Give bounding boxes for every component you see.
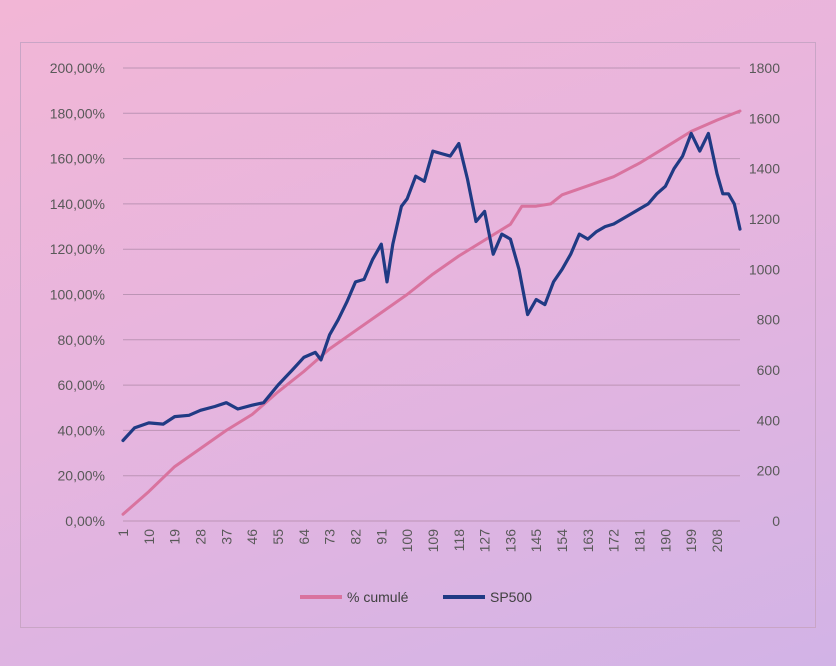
right-tick-label: 1000 (749, 261, 780, 277)
left-tick-label: 60,00% (58, 377, 105, 393)
x-tick-label: 19 (167, 529, 183, 545)
x-tick-label: 208 (709, 529, 725, 553)
x-tick-label: 109 (425, 529, 441, 553)
x-tick-label: 73 (322, 529, 338, 545)
left-tick-label: 180,00% (50, 105, 105, 121)
right-tick-label: 1200 (749, 211, 780, 227)
right-tick-label: 1400 (749, 161, 780, 177)
left-tick-label: 0,00% (65, 513, 105, 529)
series-line-cumule (121, 109, 742, 516)
series-layer (121, 109, 742, 516)
right-tick-label: 800 (757, 312, 781, 328)
x-tick-label: 1 (115, 529, 131, 537)
right-tick-label: 1600 (749, 110, 780, 126)
right-tick-label: 200 (757, 463, 781, 479)
x-tick-label: 127 (477, 529, 493, 553)
x-tick-label: 190 (657, 529, 673, 553)
series-line-sp500 (121, 131, 742, 443)
left-tick-label: 80,00% (58, 332, 105, 348)
right-tick-label: 400 (757, 412, 781, 428)
x-tick-label: 37 (218, 529, 234, 545)
legend: % cumulé SP500 (300, 589, 532, 605)
right-axis: 1800 1600 1400 1200 1000 800 600 400 200 0 (749, 60, 780, 529)
gridlines (123, 67, 740, 522)
legend-label: SP500 (490, 589, 532, 605)
left-axis: 200,00% 180,00% 160,00% 140,00% 120,00% 100,0… (50, 60, 105, 529)
right-tick-label: 0 (772, 513, 780, 529)
x-tick-label: 64 (296, 529, 312, 545)
x-tick-label: 199 (683, 529, 699, 553)
x-tick-label: 55 (270, 529, 286, 545)
x-tick-label: 154 (554, 529, 570, 553)
chart-frame (20, 42, 816, 628)
left-tick-label: 20,00% (58, 468, 105, 484)
left-tick-label: 160,00% (50, 151, 105, 167)
x-tick-label: 163 (580, 529, 596, 553)
right-tick-label: 600 (757, 362, 781, 378)
left-tick-label: 120,00% (50, 241, 105, 257)
x-tick-label: 136 (502, 529, 518, 553)
right-tick-label: 1800 (749, 60, 780, 76)
x-tick-label: 82 (347, 529, 363, 545)
left-tick-label: 140,00% (50, 196, 105, 212)
x-axis: 1 10 19 28 37 46 55 64 73 82 91 100 109 118 127 136 145 1… (115, 529, 725, 553)
x-tick-label: 91 (373, 529, 389, 545)
x-tick-label: 172 (606, 529, 622, 553)
x-tick-label: 46 (244, 529, 260, 545)
x-tick-label: 181 (632, 529, 648, 553)
x-tick-label: 28 (192, 529, 208, 545)
x-tick-label: 145 (528, 529, 544, 553)
x-tick-label: 118 (451, 529, 467, 552)
x-tick-label: 10 (141, 529, 157, 545)
left-tick-label: 100,00% (50, 287, 105, 303)
left-tick-label: 200,00% (50, 60, 105, 76)
left-tick-label: 40,00% (58, 422, 105, 438)
legend-label: % cumulé (347, 589, 409, 605)
x-tick-label: 100 (399, 529, 415, 553)
